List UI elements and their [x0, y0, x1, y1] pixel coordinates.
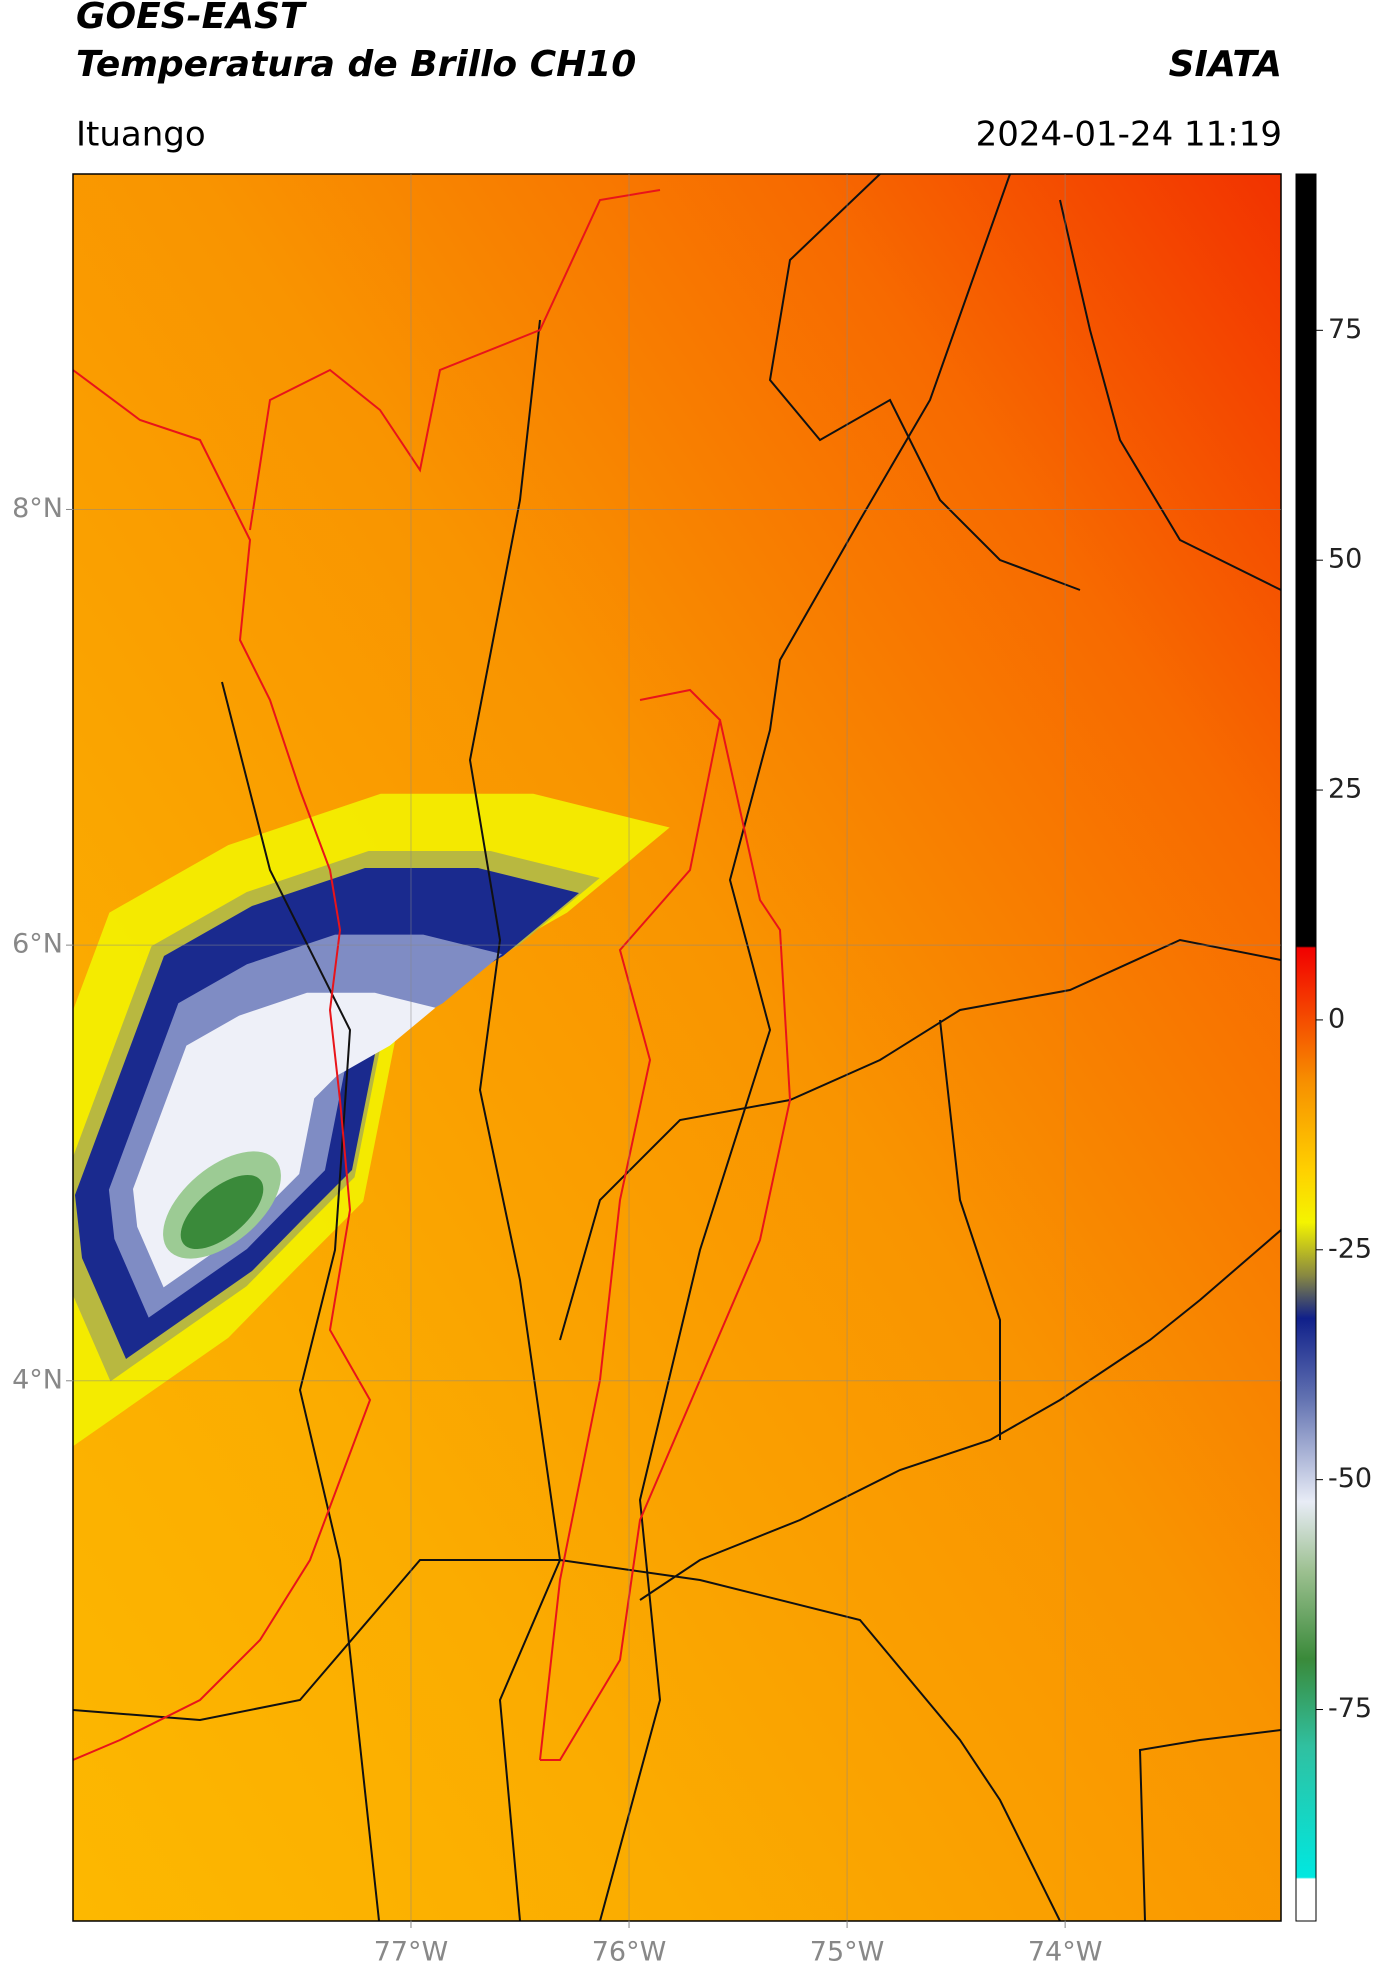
subtitle: Temperatura de Brillo CH10	[76, 44, 636, 85]
lat-tick-label: 6°N	[12, 929, 63, 960]
borders	[73, 174, 1281, 1921]
cloud	[73, 793, 670, 1447]
colorbar-tick-label: 25	[1328, 774, 1362, 805]
lat-tick-label: 4°N	[12, 1364, 63, 1395]
lat-tick-label: 8°N	[12, 493, 63, 524]
lon-tick-label: 77°W	[374, 1937, 449, 1968]
lon-tick-label: 76°W	[592, 1937, 667, 1968]
datetime: 2024-01-24 11:19	[976, 115, 1282, 155]
colorbar-tick-label: 50	[1328, 544, 1362, 575]
lon-tick-label: 74°W	[1028, 1937, 1103, 1968]
colorbar-tick-label: -50	[1328, 1463, 1372, 1494]
colorbar-tick-label: 75	[1328, 314, 1362, 345]
colorbar-tick-label: -75	[1328, 1693, 1372, 1724]
map-frame	[72, 173, 1282, 1922]
location: Ituango	[76, 115, 206, 155]
lon-tick-label: 75°W	[810, 1937, 885, 1968]
coast-and-basin	[73, 189, 792, 1761]
colorbar-tick-label: 0	[1328, 1003, 1345, 1034]
colorbar-tick-label: -25	[1328, 1233, 1372, 1264]
map-image	[73, 174, 1281, 1921]
colorbar	[1295, 173, 1317, 1922]
title: GOES-EAST	[76, 0, 307, 37]
org: SIATA	[1169, 44, 1282, 85]
cold-core	[180, 1174, 264, 1250]
